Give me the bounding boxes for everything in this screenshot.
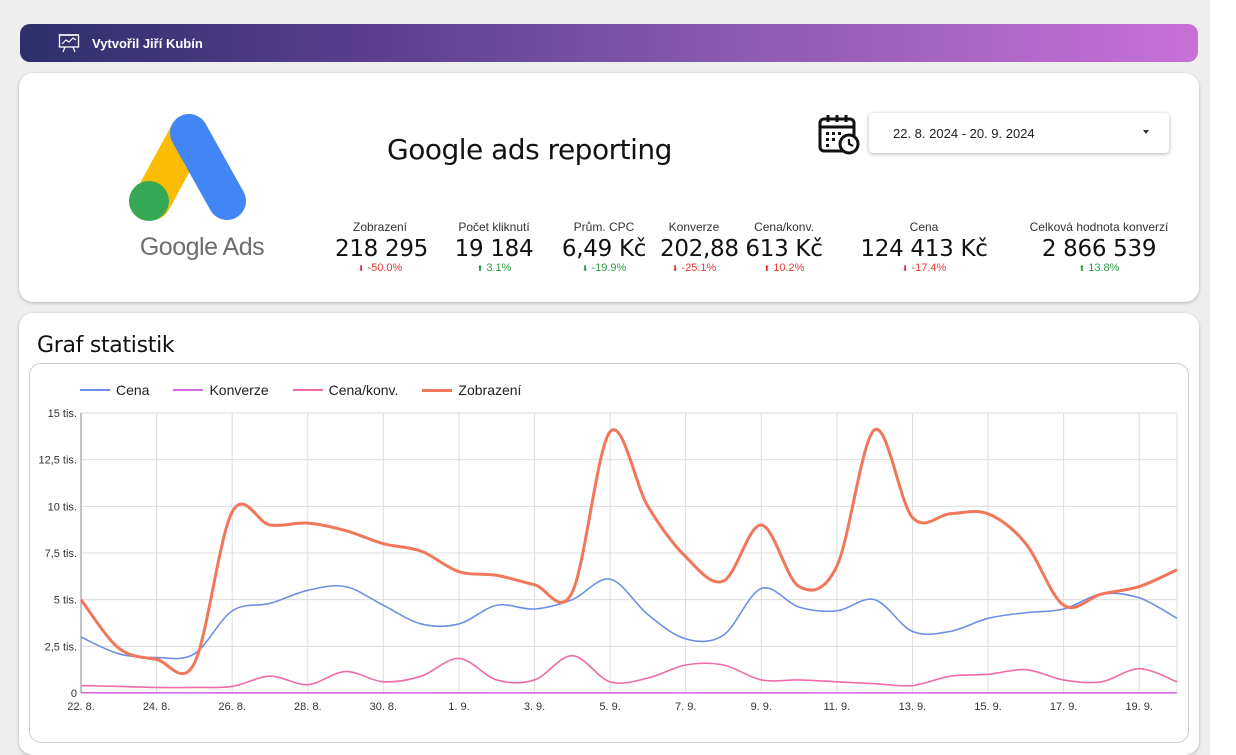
kpi-cena: Cena 124 413 Kč ⬇ -17.4% (859, 220, 989, 274)
presentation-chart-icon (58, 33, 80, 53)
google-ads-logo-mark (129, 114, 246, 221)
chart-frame: Cena Konverze Cena/konv. Zobrazení 0 2,5 … (29, 363, 1189, 743)
kpi-delta: ⬇ -19.9% (581, 262, 627, 274)
date-range-select[interactable]: 22. 8. 2024 - 20. 9. 2024 (869, 113, 1169, 153)
legend-swatch (292, 389, 323, 391)
kpi-value: 19 184 (454, 236, 534, 262)
page-scroll-gutter (1210, 0, 1236, 755)
legend-label: Konverze (209, 382, 269, 398)
x-tick-label: 1. 9. (448, 701, 469, 713)
arrow-down-icon: ⬇ (581, 264, 589, 273)
y-tick-label: 10 tis. (48, 501, 77, 513)
legend-label: Cena/konv. (328, 382, 399, 398)
arrow-up-icon: ⬆ (1078, 264, 1086, 273)
kpi-zobrazeni: Zobrazení 218 295 ⬇ -50.0% (335, 220, 429, 274)
x-tick-label: 22. 8. (67, 701, 95, 713)
kpi-label: Konverze (668, 220, 720, 234)
kpi-value: 6,49 Kč (561, 236, 647, 262)
kpi-prum-cpc: Prům. CPC 6,49 Kč ⬇ -19.9% (559, 220, 649, 274)
x-tick-label: 19. 9. (1125, 701, 1153, 713)
kpi-konverze: Konverze 202,88 ⬇ -25.1% (660, 220, 739, 274)
kpi-label: Počet kliknutí (458, 220, 530, 234)
y-tick-label: 0 (71, 688, 77, 700)
legend-item-cena[interactable]: Cena (80, 382, 149, 398)
x-tick-label: 11. 9. (824, 701, 851, 713)
arrow-down-icon: ⬇ (901, 264, 909, 273)
y-tick-label: 5 tis. (54, 595, 77, 607)
kpi-label: Prům. CPC (573, 220, 635, 234)
x-tick-label: 28. 8. (294, 701, 322, 713)
x-tick-label: 24. 8. (143, 701, 171, 713)
arrow-up-icon: ⬆ (476, 264, 484, 273)
author-credit: Vytvořil Jiří Kubín (92, 35, 203, 51)
x-tick-label: 13. 9. (899, 701, 927, 713)
chart-legend: Cena Konverze Cena/konv. Zobrazení (80, 382, 545, 398)
arrow-down-icon: ⬇ (357, 264, 365, 273)
x-tick-label: 15. 9. (974, 701, 1002, 713)
x-tick-label: 30. 8. (370, 701, 398, 713)
kpi-label: Zobrazení (352, 220, 408, 234)
kpi-label: Cena (909, 220, 939, 234)
date-range-value: 22. 8. 2024 - 20. 9. 2024 (893, 125, 1035, 141)
arrow-down-icon: ⬇ (671, 264, 679, 273)
chart-card: Graf statistik Cena Konverze Cena/konv. … (19, 313, 1199, 755)
kpi-cena-konv: Cena/konv. 613 Kč ⬆ 10.2% (741, 220, 827, 274)
legend-label: Cena (116, 382, 150, 398)
legend-item-konverze[interactable]: Konverze (173, 382, 269, 398)
legend-swatch (422, 388, 453, 392)
kpi-value: 613 Kč (745, 236, 823, 262)
x-tick-label: 3. 9. (524, 701, 545, 713)
legend-swatch (80, 389, 110, 391)
kpi-delta: ⬇ -17.4% (901, 262, 947, 274)
report-header-card: Google Ads Google ads reporting 22. 8. 2… (19, 73, 1199, 302)
kpi-value: 2 866 539 (1041, 236, 1157, 262)
legend-swatch (173, 389, 204, 391)
kpi-delta: ⬆ 13.8% (1078, 262, 1120, 274)
x-tick-label: 17. 9. (1050, 701, 1078, 713)
x-tick-label: 9. 9. (751, 701, 772, 713)
x-tick-label: 5. 9. (599, 701, 620, 713)
google-ads-wordmark: Google Ads (139, 233, 265, 261)
y-tick-label: 12,5 tis. (38, 455, 77, 467)
x-tick-label: 26. 8. (218, 701, 246, 713)
kpi-delta: ⬇ -25.1% (671, 262, 717, 274)
legend-item-cena-konv[interactable]: Cena/konv. (292, 382, 399, 398)
chart-section-title: Graf statistik (37, 333, 175, 358)
kpi-value: 202,88 (660, 236, 739, 262)
kpi-delta: ⬇ -50.0% (357, 262, 403, 274)
kpi-delta: ⬆ 3.1% (476, 262, 512, 274)
y-tick-label: 15 tis. (48, 408, 77, 420)
y-tick-label: 7,5 tis. (45, 548, 77, 560)
kpi-label: Cena/konv. (754, 220, 814, 234)
kpi-label: Celková hodnota konverzí (1029, 220, 1169, 234)
y-tick-label: 2,5 tis. (45, 641, 77, 653)
google-ads-logo: Google Ads (127, 113, 277, 273)
arrow-up-icon: ⬆ (763, 264, 771, 273)
line-chart: 0 2,5 tis. 5 tis. 7,5 tis. 10 tis. 12,5 tis. 1… (38, 408, 1178, 713)
kpi-value: 218 295 (335, 236, 429, 262)
kpi-celkova-hodnota-konverzi: Celková hodnota konverzí 2 866 539 ⬆ 13.8… (1026, 220, 1172, 274)
author-banner: Vytvořil Jiří Kubín (20, 24, 1198, 62)
series-line-cena-konv- (80, 654, 1178, 689)
report-title: Google ads reporting (387, 133, 672, 166)
kpi-value: 124 413 Kč (860, 236, 988, 262)
legend-label: Zobrazení (458, 382, 522, 398)
series-line-cena (80, 578, 1178, 660)
x-tick-label: 7. 9. (675, 701, 696, 713)
chevron-down-icon (1143, 130, 1149, 134)
series-line-zobrazen- (79, 428, 1178, 676)
legend-item-zobrazeni[interactable]: Zobrazení (422, 382, 521, 398)
calendar-clock-icon[interactable] (818, 113, 860, 155)
kpi-delta: ⬆ 10.2% (763, 262, 805, 274)
kpi-pocet-kliknuti: Počet kliknutí 19 184 ⬆ 3.1% (449, 220, 539, 274)
